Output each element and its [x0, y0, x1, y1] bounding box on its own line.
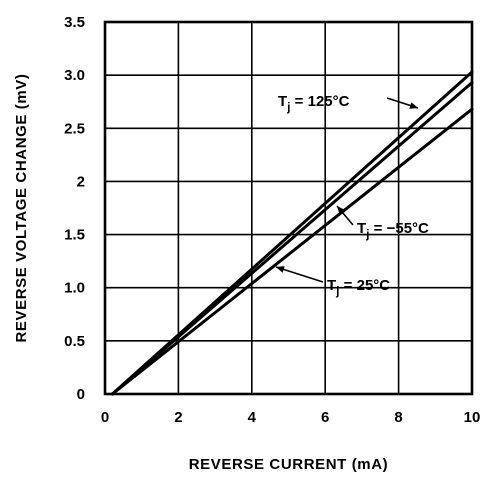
annotation-0: Tj = 125°C — [278, 93, 419, 114]
annotation-arrowhead — [337, 206, 345, 215]
annotation-label: Tj = 25°C — [327, 277, 390, 298]
annotation-1: Tj = −55°C — [336, 205, 429, 241]
y-tick-label: 2 — [77, 173, 85, 190]
x-tick-label: 8 — [394, 409, 402, 426]
annotation-arrowhead — [409, 102, 418, 109]
y-tick-label: 0.5 — [64, 333, 85, 350]
y-tick-label: 2.5 — [64, 120, 85, 137]
axes — [103, 20, 474, 396]
y-tick-labels: 0 0.5 1.0 1.5 2 2.5 3.0 3.5 — [64, 14, 85, 403]
y-axis-label: REVERSE VOLTAGE CHANGE (mV) — [13, 73, 30, 342]
y-tick-label: 1.0 — [64, 280, 85, 297]
y-tick-label: 3.5 — [64, 14, 85, 31]
y-tick-label: 3.0 — [64, 67, 85, 84]
series-line-2 — [110, 107, 474, 396]
series-line-1 — [110, 81, 474, 396]
y-tick-label: 1.5 — [64, 227, 85, 244]
annotation-2: Tj = 25°C — [275, 266, 390, 298]
annotation-label: Tj = 125°C — [278, 93, 350, 114]
series-annotations: Tj = 125°C Tj = −55°C Tj = 25°C — [275, 93, 429, 298]
plot-frame — [103, 20, 474, 396]
annotation-label: Tj = −55°C — [357, 220, 429, 241]
x-tick-label: 0 — [101, 409, 109, 426]
x-tick-label: 10 — [464, 409, 481, 426]
x-tick-label: 4 — [248, 409, 257, 426]
annotation-leader — [275, 266, 324, 283]
x-tick-labels: 0 2 4 6 8 10 — [101, 409, 481, 426]
x-tick-label: 6 — [321, 409, 329, 426]
y-tick-label: 0 — [77, 386, 85, 403]
grid — [104, 21, 473, 395]
series-lines — [110, 70, 474, 396]
x-tick-label: 2 — [174, 409, 182, 426]
annotation-arrowhead — [276, 266, 285, 273]
x-axis-label: REVERSE CURRENT (mA) — [189, 456, 389, 473]
